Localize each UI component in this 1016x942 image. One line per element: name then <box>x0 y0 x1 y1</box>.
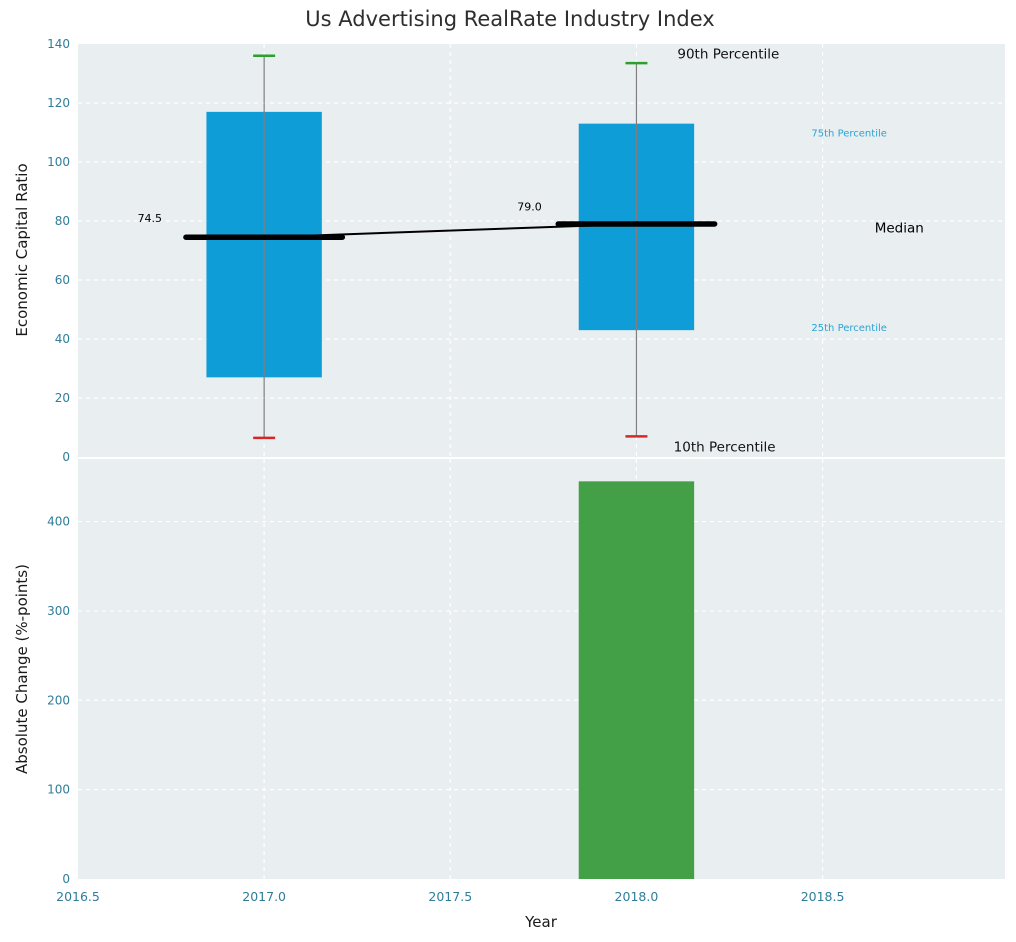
annotation-75th-percentile: 75th Percentile <box>811 129 887 140</box>
x-tick-label: 2017.5 <box>428 889 472 904</box>
x-tick-label: 2016.5 <box>56 889 100 904</box>
y-tick-label: 40 <box>55 332 70 346</box>
chart-title: Us Advertising RealRate Industry Index <box>305 7 715 31</box>
y-tick-label: 100 <box>47 155 70 169</box>
annotation-10th-percentile: 10th Percentile <box>674 439 776 455</box>
y-tick-label: 0 <box>62 872 70 886</box>
y-tick-label: 400 <box>47 515 70 529</box>
annotation-79-0: 79.0 <box>517 200 542 213</box>
y-tick-label: 100 <box>47 783 70 797</box>
y-tick-label: 20 <box>55 391 70 405</box>
annotation-74-5: 74.5 <box>138 212 163 225</box>
y-tick-label: 80 <box>55 214 70 228</box>
annotation-median: Median <box>875 220 924 236</box>
x-tick-label: 2018.5 <box>801 889 845 904</box>
y-tick-label: 120 <box>47 96 70 110</box>
y-tick-label: 200 <box>47 693 70 707</box>
x-axis-label: Year <box>525 913 557 931</box>
x-tick-label: 2017.0 <box>242 889 286 904</box>
y-tick-label: 140 <box>47 37 70 51</box>
annotation-25th-percentile: 25th Percentile <box>811 323 887 334</box>
y-tick-label: 300 <box>47 604 70 618</box>
y-tick-label: 0 <box>62 450 70 464</box>
annotation-90th-percentile: 90th Percentile <box>677 46 779 62</box>
y-tick-label: 60 <box>55 273 70 287</box>
panel-bg-1 <box>78 459 1005 879</box>
x-tick-label: 2018.0 <box>615 889 659 904</box>
change-bar-2018 <box>578 481 695 879</box>
